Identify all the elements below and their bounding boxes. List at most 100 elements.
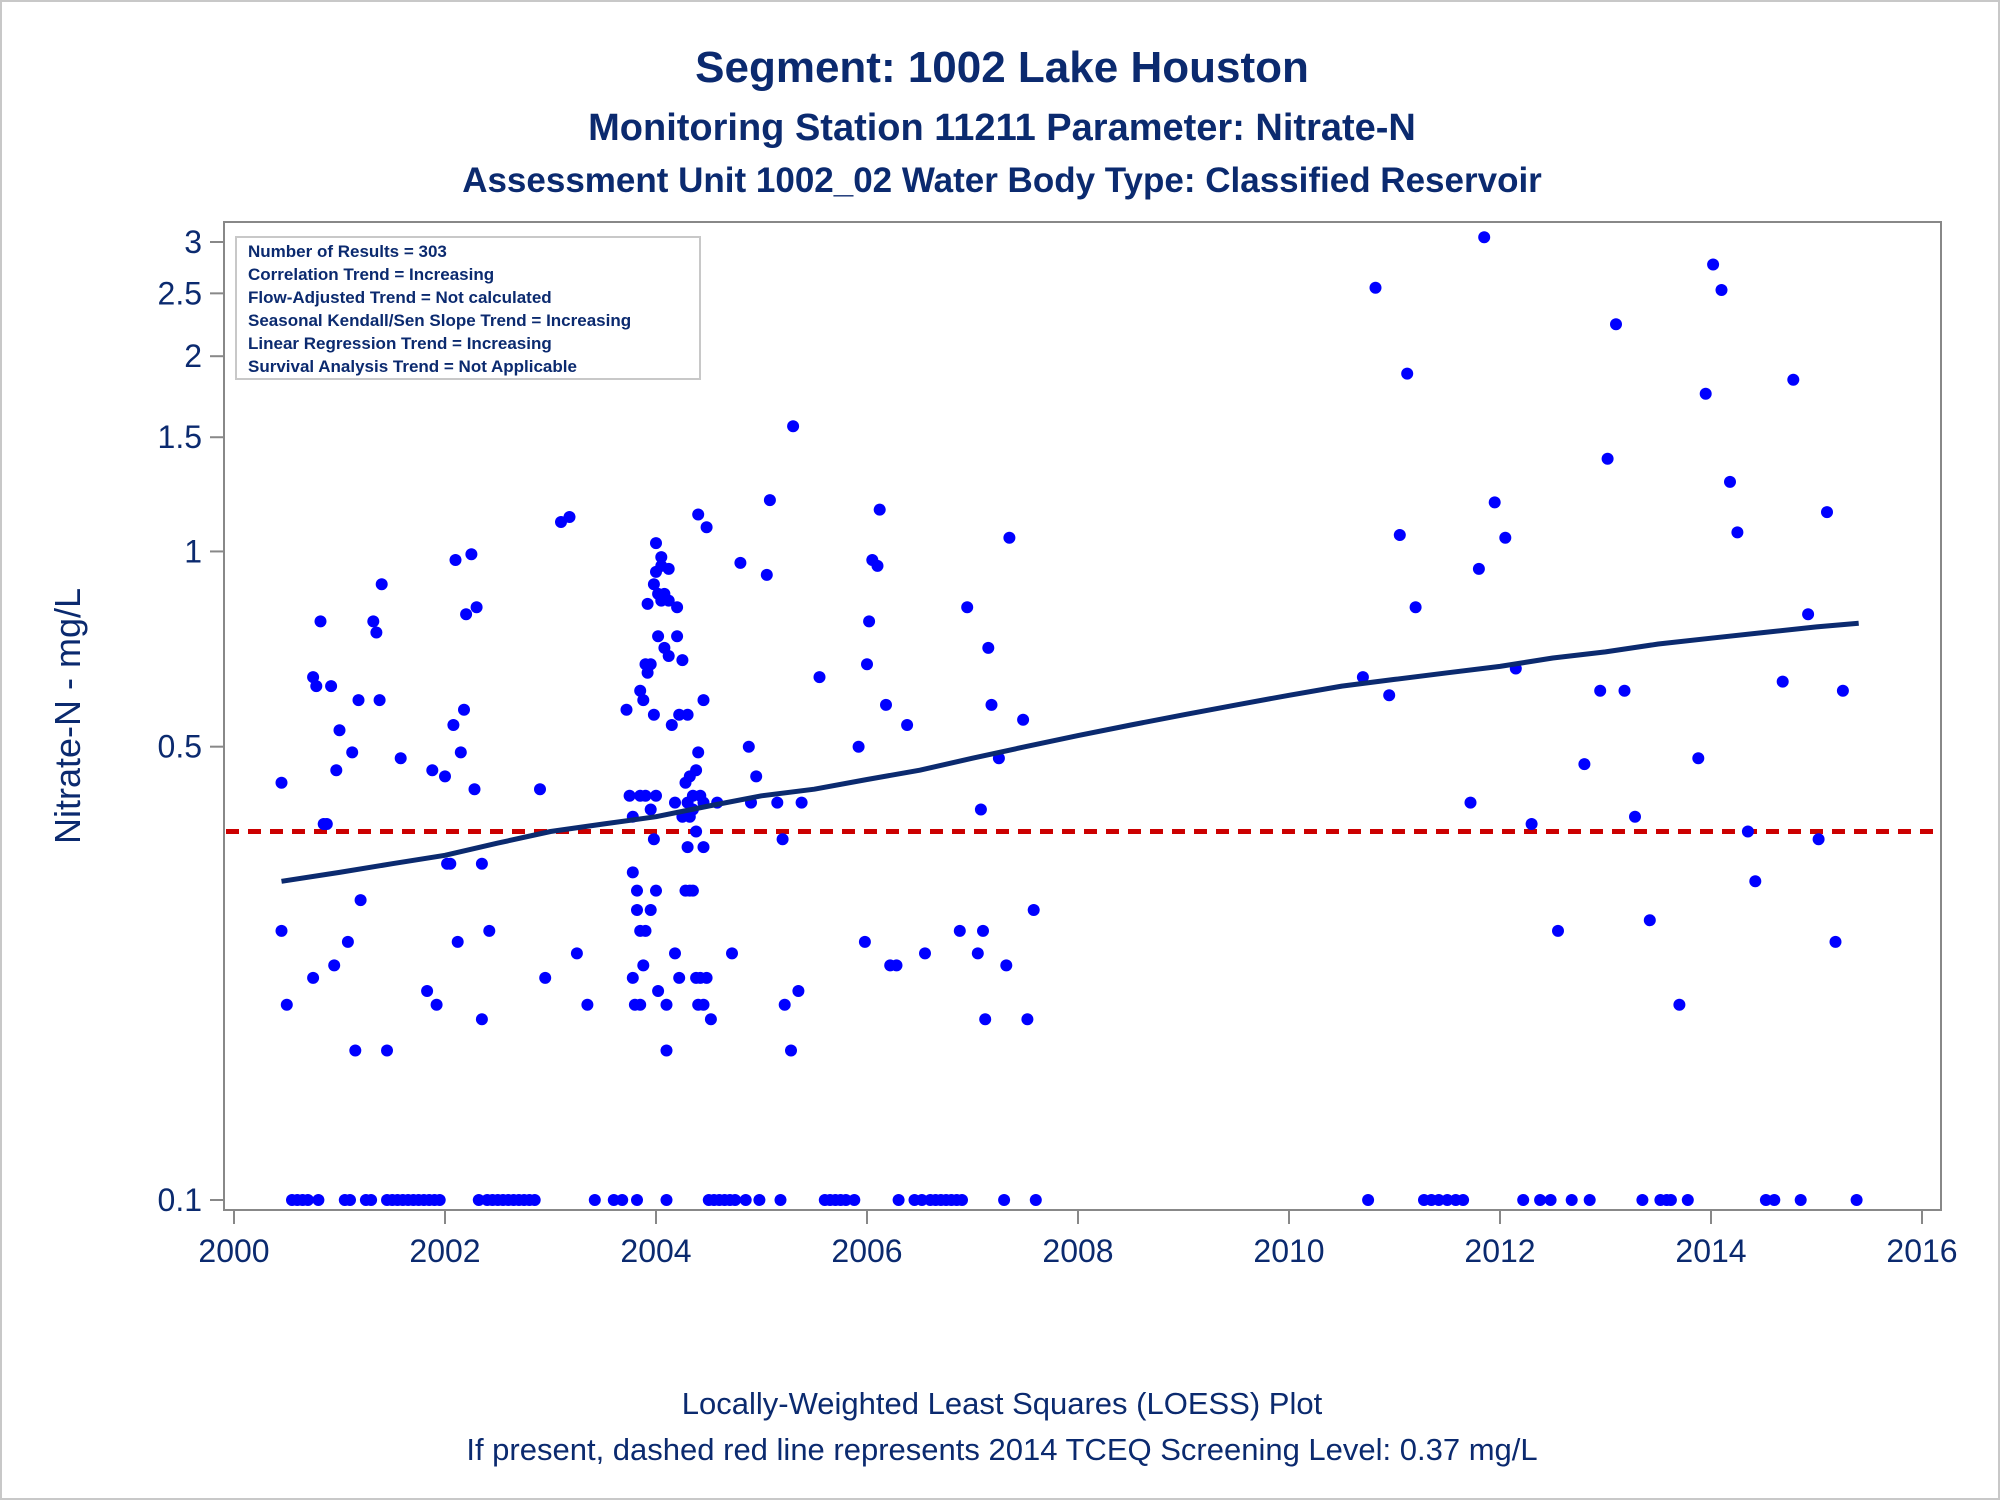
data-point xyxy=(982,641,995,654)
data-point xyxy=(454,746,467,759)
data-point xyxy=(346,746,359,759)
data-point xyxy=(1017,713,1030,726)
data-point xyxy=(341,935,354,948)
data-point xyxy=(681,841,694,854)
data-point xyxy=(623,789,636,802)
axes: 2000 2002 2004 2006 2008 2010 2012 2014 2016 0.1 0… xyxy=(158,224,1958,1269)
data-point xyxy=(447,719,460,731)
data-point xyxy=(776,833,789,846)
data-point xyxy=(880,698,892,711)
plot-area xyxy=(223,221,1942,1211)
data-point xyxy=(681,708,694,721)
data-point xyxy=(692,508,705,521)
stats-box-border xyxy=(235,236,701,380)
data-point xyxy=(1000,959,1013,972)
data-point xyxy=(460,608,473,621)
data-point xyxy=(1488,496,1501,509)
data-point xyxy=(352,694,365,707)
data-point xyxy=(1692,752,1705,765)
data-point xyxy=(465,548,478,561)
data-point xyxy=(792,985,805,997)
x-tick-label: 2006 xyxy=(831,1233,902,1269)
data-point xyxy=(631,884,643,897)
data-point xyxy=(813,671,826,684)
data-point xyxy=(704,1013,717,1026)
y-tick-label: 2 xyxy=(184,338,202,374)
data-point xyxy=(1565,1194,1578,1206)
data-point xyxy=(673,971,686,984)
data-point xyxy=(873,503,886,516)
stats-line-seasonal-kendall: Seasonal Kendall/Sen Slope Trend = Incre… xyxy=(248,311,631,330)
data-point xyxy=(686,884,699,897)
points-layer xyxy=(275,231,1863,1206)
data-point xyxy=(697,694,710,707)
data-point xyxy=(354,894,367,907)
stats-line-survival: Survival Analysis Trend = Not Applicable xyxy=(248,357,577,376)
stats-line-results: Number of Results = 303 xyxy=(248,242,447,261)
data-point xyxy=(439,770,451,783)
data-point xyxy=(795,796,808,809)
data-point xyxy=(1636,1194,1649,1206)
data-point xyxy=(700,971,713,984)
data-point xyxy=(301,1194,314,1206)
data-point xyxy=(539,971,552,984)
loess-trend-line xyxy=(281,620,1859,884)
data-point xyxy=(1802,608,1815,621)
data-point xyxy=(307,971,320,984)
data-point xyxy=(570,947,583,960)
data-point xyxy=(760,568,773,581)
data-point xyxy=(310,680,323,693)
data-point xyxy=(1759,1194,1772,1206)
data-point xyxy=(644,904,657,916)
data-point xyxy=(483,924,496,937)
data-point xyxy=(375,578,388,591)
stats-box: Number of Results = 303 Correlation Tren… xyxy=(235,236,701,380)
data-point xyxy=(1369,281,1382,294)
data-point xyxy=(631,904,643,916)
data-point xyxy=(528,1194,541,1206)
data-point xyxy=(839,1194,852,1206)
data-point xyxy=(1749,875,1762,888)
data-point xyxy=(644,803,657,816)
y-axis-label: Nitrate-N - mg/L xyxy=(47,588,88,844)
data-point xyxy=(979,1013,992,1026)
data-point xyxy=(637,694,650,707)
data-point xyxy=(742,740,755,753)
data-point xyxy=(444,857,457,870)
data-point xyxy=(1731,526,1744,539)
data-point xyxy=(971,947,984,960)
data-point xyxy=(1021,1013,1034,1026)
data-point xyxy=(753,1194,766,1206)
data-point xyxy=(280,998,293,1011)
x-tick-label: 2010 xyxy=(1253,1233,1324,1269)
data-point xyxy=(312,1194,325,1206)
data-point xyxy=(848,1194,861,1206)
data-point xyxy=(451,935,464,948)
data-point xyxy=(1618,684,1631,697)
chart-subtitle-1: Monitoring Station 11211 Parameter: Nitr… xyxy=(588,107,1416,149)
data-point xyxy=(644,658,657,671)
data-point xyxy=(449,554,462,566)
stats-line-linear-regression: Linear Regression Trend = Increasing xyxy=(248,334,552,353)
data-point xyxy=(1362,1194,1375,1206)
data-point xyxy=(1836,684,1849,697)
data-point xyxy=(763,494,776,507)
data-point xyxy=(669,947,681,960)
data-point xyxy=(871,559,884,572)
data-point xyxy=(890,959,903,972)
data-point xyxy=(662,562,675,575)
data-point xyxy=(1003,531,1016,544)
data-point xyxy=(534,783,546,796)
data-point xyxy=(426,764,439,777)
data-point xyxy=(634,998,647,1011)
data-point xyxy=(634,684,647,697)
y-tick-label: 0.1 xyxy=(158,1182,202,1218)
data-point xyxy=(778,998,791,1011)
data-point xyxy=(1776,675,1789,688)
data-point xyxy=(1534,1194,1547,1206)
data-point xyxy=(774,1194,787,1206)
data-point xyxy=(394,752,407,765)
data-point xyxy=(1409,601,1422,614)
